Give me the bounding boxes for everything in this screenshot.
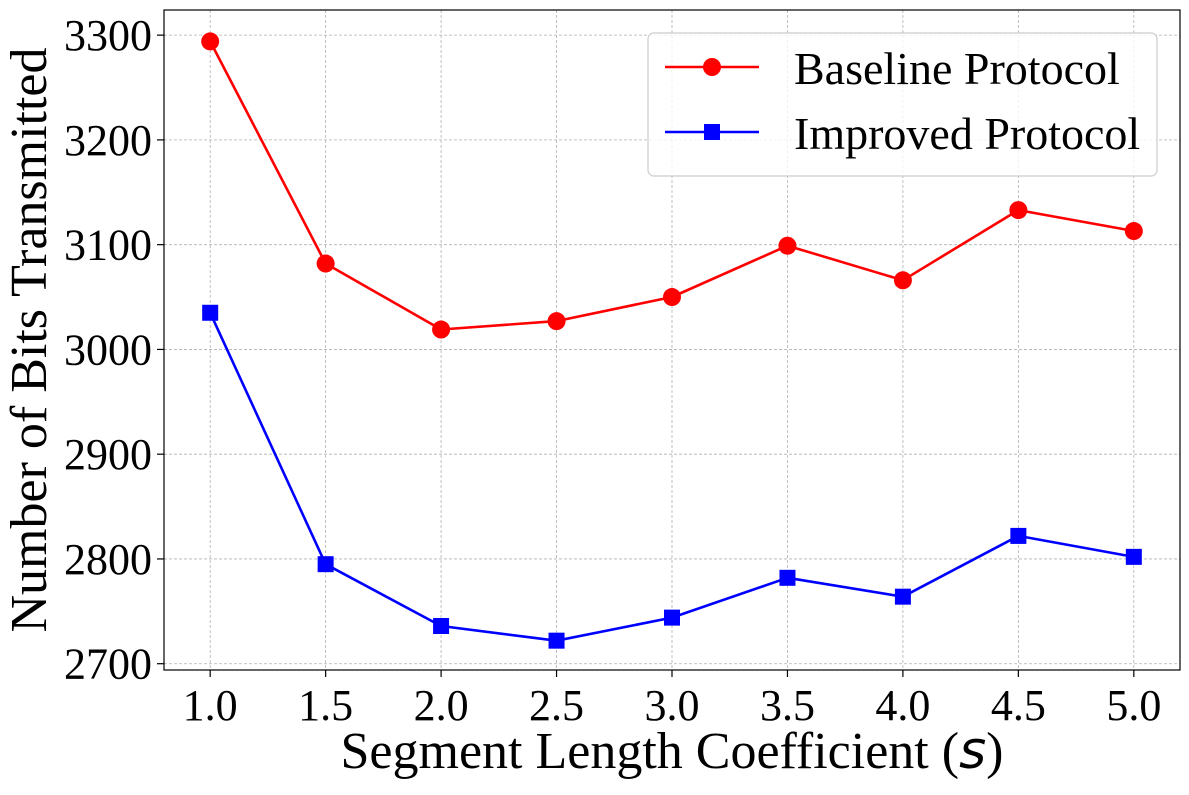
series-improved bbox=[202, 304, 1142, 649]
y-tick-label: 3300 bbox=[64, 11, 152, 60]
x-axis-ticks: 1.0 1.5 2.0 2.5 3.0 3.5 4.0 4.5 5.0 bbox=[183, 670, 1161, 730]
data-point bbox=[893, 271, 912, 290]
x-tick-label: 4.0 bbox=[875, 681, 930, 730]
legend: Baseline Protocol Improved Protocol bbox=[647, 32, 1158, 177]
data-point bbox=[664, 609, 680, 626]
x-tick-label: 5.0 bbox=[1106, 681, 1161, 730]
data-point bbox=[1009, 201, 1028, 220]
data-point bbox=[432, 320, 451, 339]
y-tick-label: 2900 bbox=[64, 430, 152, 479]
data-point bbox=[201, 32, 220, 51]
x-axis-title: Segment Length Coefficient (s) bbox=[341, 721, 1004, 781]
y-tick-label: 3000 bbox=[64, 325, 152, 374]
legend-entry-improved: Improved Protocol bbox=[665, 108, 1140, 159]
legend-entry-baseline: Baseline Protocol bbox=[665, 43, 1120, 94]
y-axis-ticks: 2700 2800 2900 3000 3100 3200 3300 bbox=[64, 11, 164, 689]
series-baseline bbox=[201, 32, 1143, 339]
data-point bbox=[547, 312, 566, 331]
data-point bbox=[433, 618, 450, 634]
x-tick-label: 3.0 bbox=[645, 681, 700, 730]
x-tick-label: 1.0 bbox=[183, 681, 238, 730]
legend-box bbox=[647, 32, 1158, 177]
data-point bbox=[202, 304, 219, 321]
data-point bbox=[317, 556, 334, 573]
data-point bbox=[1010, 527, 1027, 544]
y-tick-label: 2700 bbox=[64, 640, 152, 689]
x-tick-label: 3.5 bbox=[760, 681, 815, 730]
x-tick-label: 2.0 bbox=[414, 681, 469, 730]
data-point bbox=[1125, 548, 1142, 565]
y-tick-label: 3200 bbox=[64, 116, 152, 165]
y-axis-title: Number of Bits Transmitted bbox=[1, 47, 58, 632]
y-tick-label: 3100 bbox=[64, 221, 152, 270]
data-point bbox=[779, 569, 796, 586]
legend-marker-baseline bbox=[703, 58, 721, 76]
x-tick-label: 1.5 bbox=[298, 681, 353, 730]
data-point bbox=[548, 632, 565, 649]
data-point bbox=[1124, 222, 1143, 241]
y-tick-label: 2800 bbox=[64, 535, 152, 584]
legend-label-baseline: Baseline Protocol bbox=[794, 43, 1120, 94]
legend-label-improved: Improved Protocol bbox=[794, 108, 1140, 159]
x-tick-label: 2.5 bbox=[529, 681, 584, 730]
data-point bbox=[316, 254, 335, 273]
data-point bbox=[894, 588, 911, 605]
x-tick-label: 4.5 bbox=[991, 681, 1046, 730]
data-point bbox=[778, 236, 797, 255]
series-group bbox=[201, 32, 1143, 649]
data-point bbox=[663, 288, 681, 307]
legend-marker-improved bbox=[704, 124, 720, 140]
